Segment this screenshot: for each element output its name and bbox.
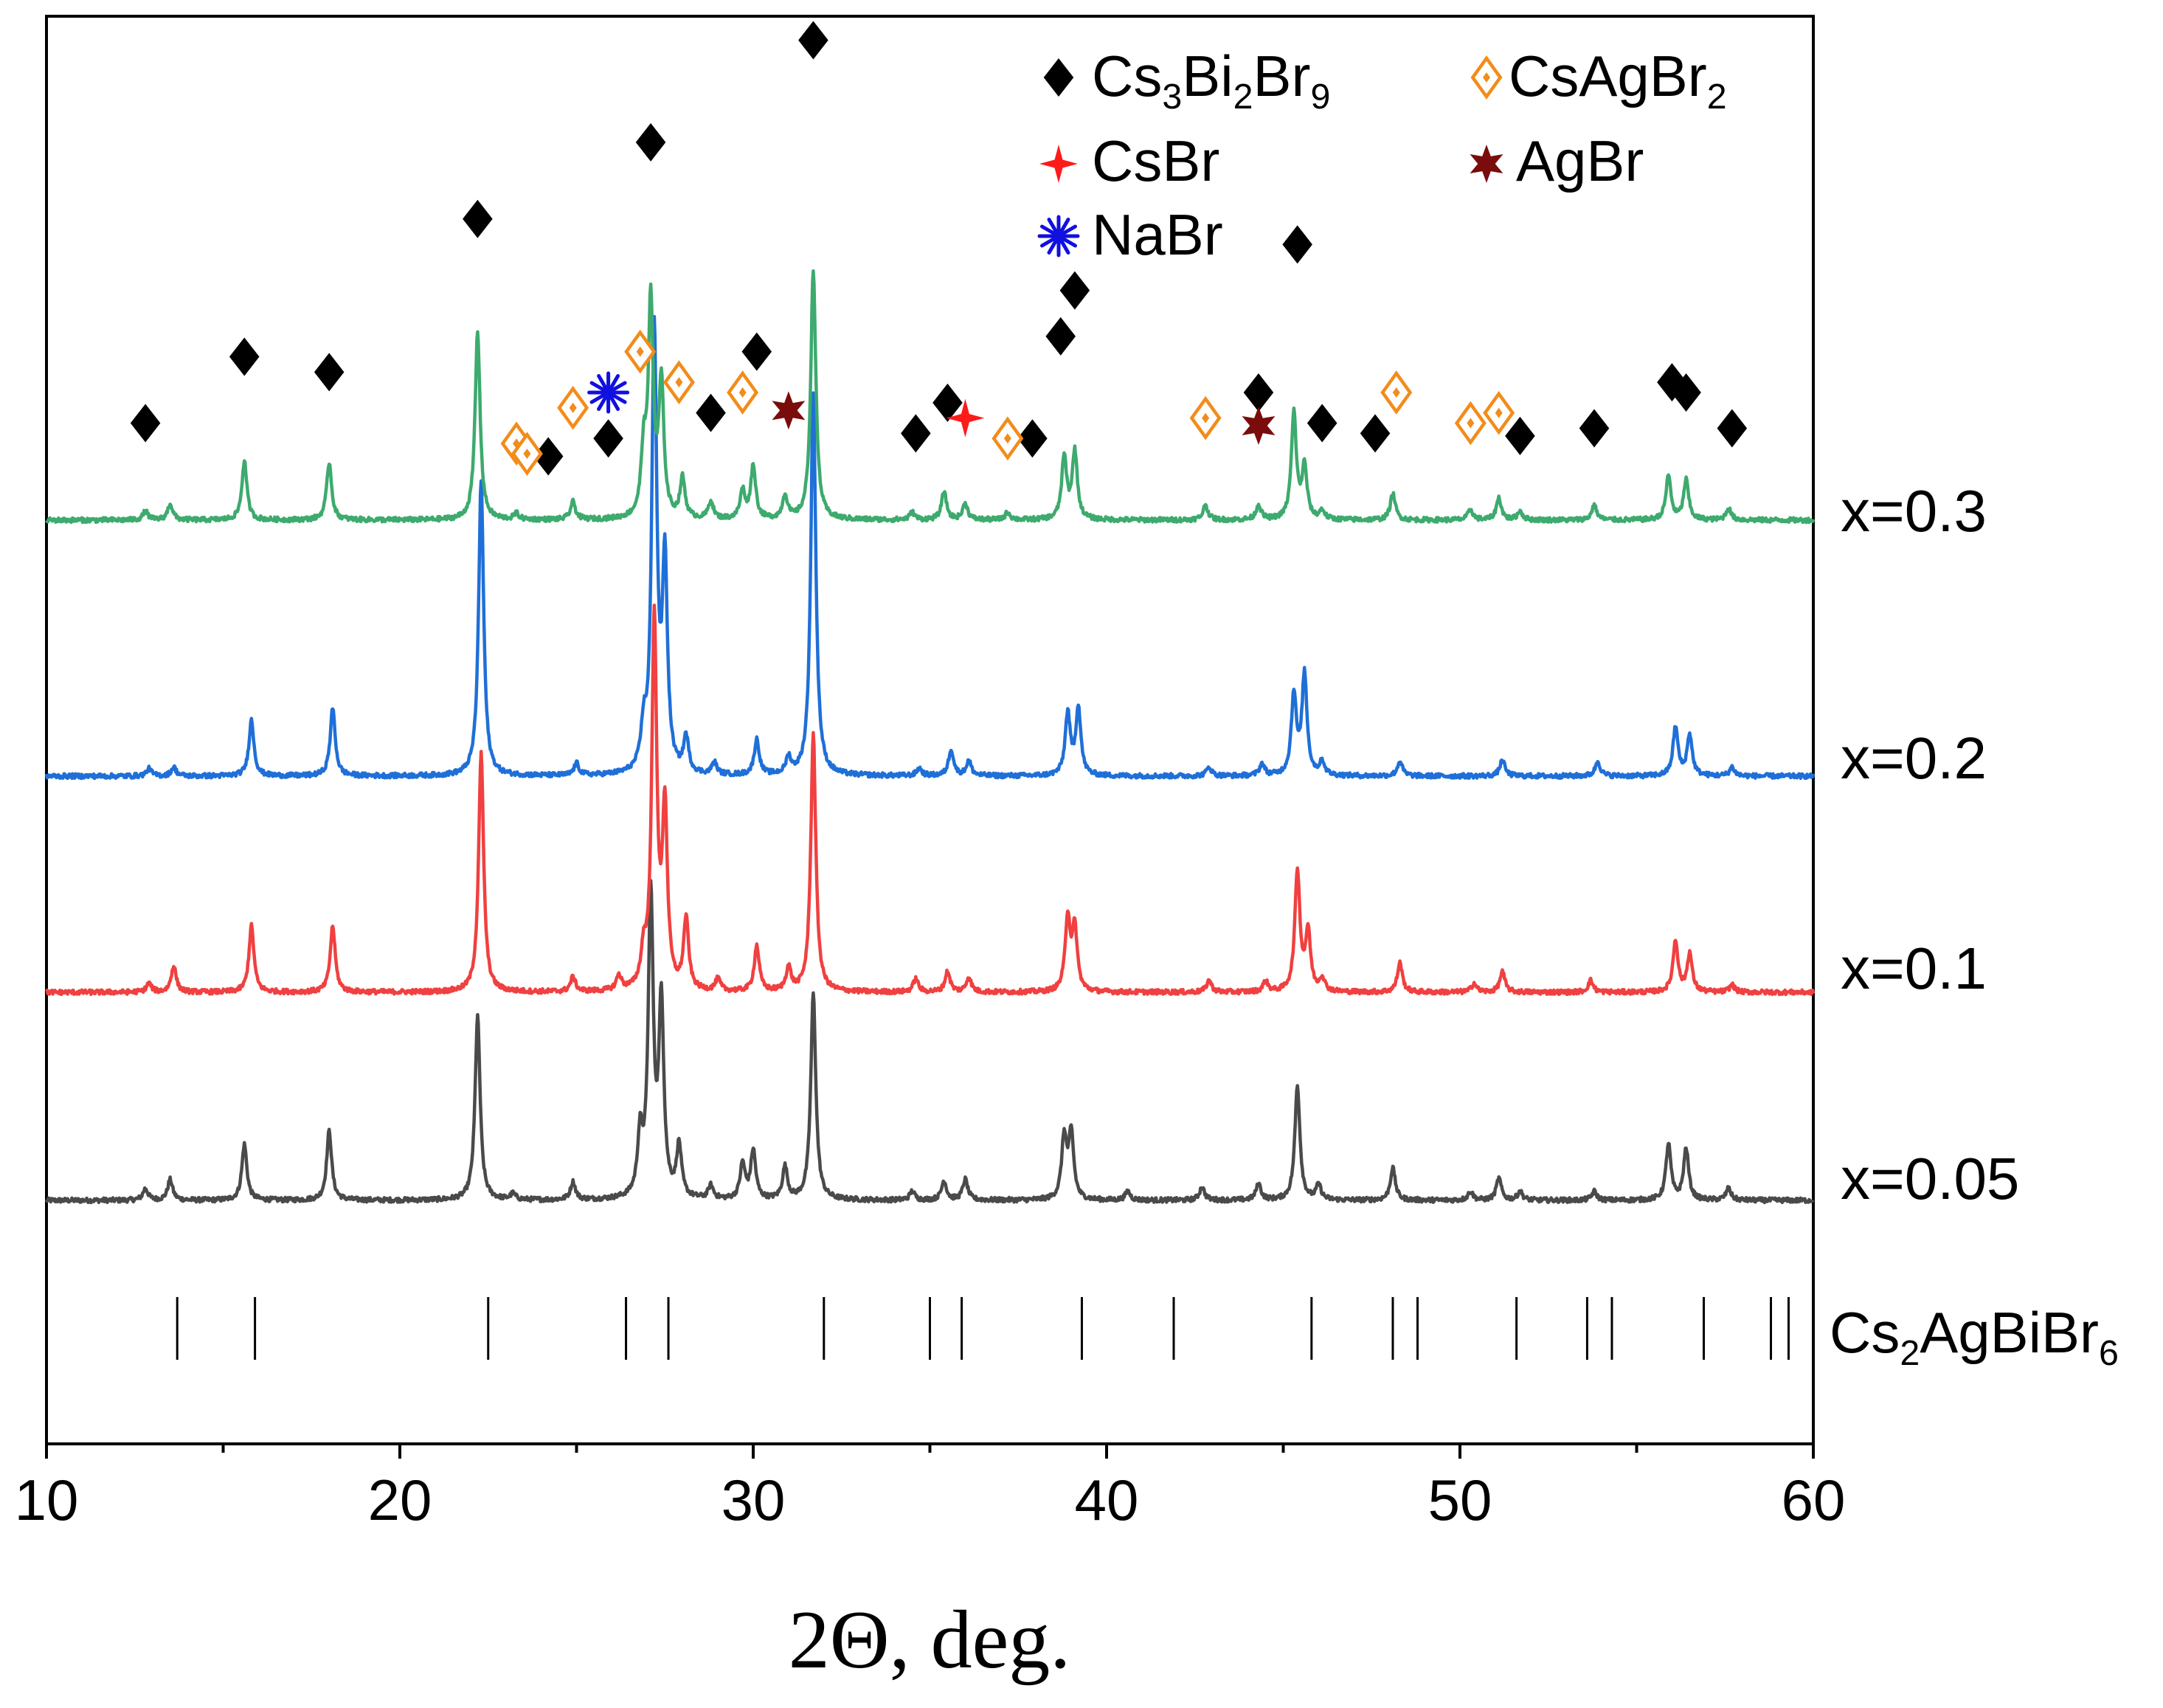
- reference-layer: Cs2AgBiBr6: [176, 1297, 2119, 1373]
- marker-cs3bi2br9-15: [1243, 373, 1274, 412]
- legend-entry-cs3bi2br9: Cs3Bi2Br9: [1043, 44, 1330, 117]
- marker-cs3bi2br9-11: [932, 383, 963, 422]
- x-tick-label-10: 10: [15, 1467, 79, 1532]
- marker-cs3bi2br9-18: [1360, 414, 1391, 453]
- marker-csagbr2-4: [662, 360, 695, 405]
- marker-cs3bi2br9-10: [901, 414, 931, 453]
- marker-csagbr2-3: [624, 329, 657, 374]
- x-tick-label-50: 50: [1428, 1467, 1492, 1532]
- marker-cs3bi2br9-4: [533, 437, 564, 476]
- marker-cs3bi2br9-2: [314, 353, 345, 392]
- legend-label-cs3bi2br9: Cs3Bi2Br9: [1092, 44, 1330, 117]
- legend: Cs3Bi2Br9 CsAgBr2 CsBr AgBr NaBr: [1037, 44, 1727, 267]
- marker-cs3bi2br9-0: [130, 404, 161, 443]
- series-line-x-0-3: [45, 269, 1816, 525]
- legend-label-nabr: NaBr: [1092, 202, 1223, 267]
- marker-csagbr2-8: [1380, 370, 1413, 415]
- marker-cs3bi2br9-17: [1307, 404, 1337, 443]
- marker-cs3bi2br9-19: [1505, 416, 1535, 455]
- legend-entry-agbr: AgBr: [1470, 128, 1644, 193]
- legend-label-csagbr2: CsAgBr2: [1509, 44, 1727, 117]
- marker-csagbr2-9: [1454, 401, 1487, 446]
- marker-csagbr2-6: [991, 416, 1024, 461]
- legend-entry-csagbr2: CsAgBr2: [1470, 44, 1727, 117]
- marker-cs3bi2br9-5: [593, 419, 623, 458]
- legend-marker-agbr: [1470, 145, 1503, 183]
- marker-csagbr2-2: [557, 385, 589, 430]
- marker-cs3bi2br9-13: [1045, 317, 1076, 356]
- series-label-x-0-1: x=0.1: [1841, 936, 1987, 1001]
- legend-marker-cs3bi2br9: [1043, 58, 1074, 97]
- legend-marker-nabr: [1037, 215, 1080, 257]
- x-tick-label-20: 20: [368, 1467, 432, 1532]
- reference-label: Cs2AgBiBr6: [1830, 1300, 2119, 1373]
- x-axis: 10 20 30 40 50 60: [15, 1444, 1846, 1532]
- legend-label-agbr: AgBr: [1516, 128, 1644, 193]
- marker-csagbr2-1: [511, 432, 543, 476]
- marker-csagbr2-10: [1483, 390, 1515, 435]
- marker-agbr-0: [772, 391, 806, 430]
- legend-marker-csagbr2: [1470, 55, 1503, 100]
- x-tick-label-40: 40: [1075, 1467, 1139, 1532]
- series-line-x-0-1: [45, 604, 1816, 997]
- plot-frame: [45, 15, 1815, 1445]
- marker-csbr-0: [946, 398, 985, 438]
- marker-cs3bi2br9-20: [1579, 409, 1610, 448]
- marker-cs3bi2br9-12: [1017, 419, 1048, 458]
- marker-cs3bi2br9-8: [741, 332, 772, 371]
- legend-entry-csbr: CsBr: [1039, 128, 1219, 193]
- marker-cs3bi2br9-22: [1671, 373, 1701, 412]
- marker-nabr-0: [587, 371, 630, 414]
- series-line-x-0-2: [44, 314, 1816, 781]
- marker-cs3bi2br9-21: [1657, 363, 1687, 402]
- marker-layer: [130, 21, 1748, 476]
- marker-cs3bi2br9-14: [1059, 271, 1090, 310]
- x-tick-label-30: 30: [721, 1467, 786, 1532]
- marker-cs3bi2br9-16: [1282, 225, 1312, 264]
- marker-cs3bi2br9-23: [1717, 409, 1748, 448]
- marker-cs3bi2br9-6: [635, 122, 666, 162]
- series-layer: x=0.05 x=0.1 x=0.2 x=0.3: [44, 269, 2019, 1211]
- legend-marker-csbr: [1039, 145, 1078, 183]
- legend-entry-nabr: NaBr: [1037, 202, 1223, 267]
- marker-csagbr2-5: [727, 370, 759, 415]
- series-line-x-0-05: [44, 879, 1815, 1205]
- marker-cs3bi2br9-3: [463, 199, 493, 238]
- marker-agbr-1: [1242, 407, 1276, 445]
- x-tick-label-60: 60: [1782, 1467, 1846, 1532]
- marker-csagbr2-7: [1189, 395, 1222, 440]
- x-axis-label: 2Θ, deg.: [789, 1594, 1071, 1686]
- legend-label-csbr: CsBr: [1092, 128, 1219, 193]
- series-label-x-0-3: x=0.3: [1841, 478, 1987, 544]
- marker-cs3bi2br9-7: [696, 393, 726, 432]
- series-label-x-0-2: x=0.2: [1841, 725, 1987, 791]
- marker-cs3bi2br9-9: [798, 21, 828, 60]
- marker-cs3bi2br9-1: [229, 337, 260, 376]
- series-label-x-0-05: x=0.05: [1841, 1146, 2019, 1211]
